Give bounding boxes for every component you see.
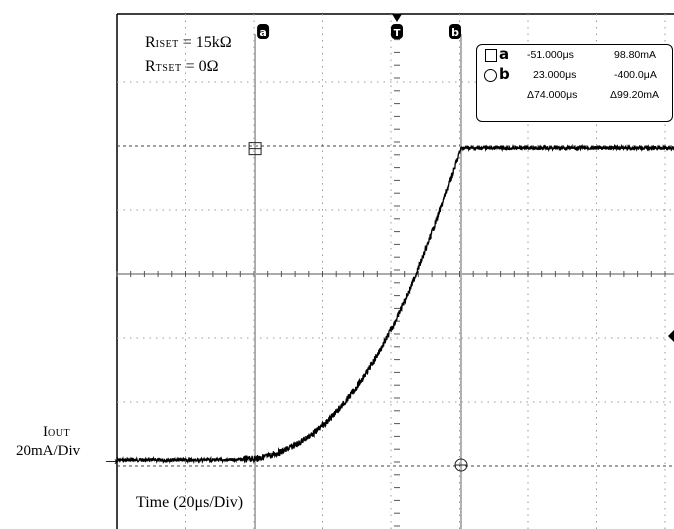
- trace: [116, 143, 674, 465]
- ydiv-label: 20mA/Div: [16, 443, 81, 459]
- cursor-readout: a -51.000μs 98.80mA b 23.000μs -400.0μA …: [476, 44, 673, 122]
- riset-main: R: [145, 34, 156, 51]
- delta-time: Δ74.000μs: [527, 89, 578, 101]
- cursor-b-badge-letter: b: [451, 26, 459, 39]
- delta-value: Δ99.20mA: [610, 89, 660, 101]
- cursor-a-value: 98.80mA: [614, 49, 657, 61]
- circle-marker-icon: [484, 69, 497, 82]
- iout-label: IOUT: [43, 424, 70, 441]
- cursor-a-badge: a: [257, 24, 270, 39]
- cursor-b-badge: b: [449, 24, 461, 39]
- right-level-marker: [668, 330, 674, 342]
- rtset-value: = 0Ω: [181, 58, 219, 75]
- iout-sub: OUT: [48, 428, 71, 439]
- time-label: Time (20μs/Div): [136, 494, 244, 511]
- cursor-lines: [254, 34, 462, 529]
- cursor-a-icon: a: [499, 45, 510, 63]
- markers: a bT: [248, 14, 674, 472]
- rtset-main: R: [145, 58, 156, 75]
- trigger-marker: T: [391, 14, 403, 39]
- square-marker-icon: [485, 49, 497, 62]
- iout-main: I: [43, 424, 48, 440]
- riset-value: = 15kΩ: [178, 34, 232, 51]
- trigger-letter: T: [394, 28, 401, 39]
- riset-label: RISET = 15kΩ: [145, 34, 232, 52]
- trigger-bg: [391, 24, 403, 39]
- ground-arrow: →: [102, 448, 122, 470]
- cursor-a-time: -51.000μs: [527, 49, 574, 61]
- cursor-b-badge-bg: [449, 24, 461, 39]
- cursor-b-value: -400.0μA: [614, 69, 657, 81]
- cursor-b-icon: b: [499, 65, 510, 83]
- cursor-b-time: 23.000μs: [533, 69, 577, 81]
- cursor-a-badge-letter: a: [259, 26, 266, 39]
- rtset-label: RTSET = 0Ω: [145, 58, 218, 76]
- trigger-arrow: [392, 14, 402, 22]
- cursor-a-badge-bg: [257, 24, 270, 39]
- riset-sub: ISET: [155, 39, 179, 50]
- rtset-sub: TSET: [155, 63, 182, 74]
- iout-waveform: [116, 143, 674, 465]
